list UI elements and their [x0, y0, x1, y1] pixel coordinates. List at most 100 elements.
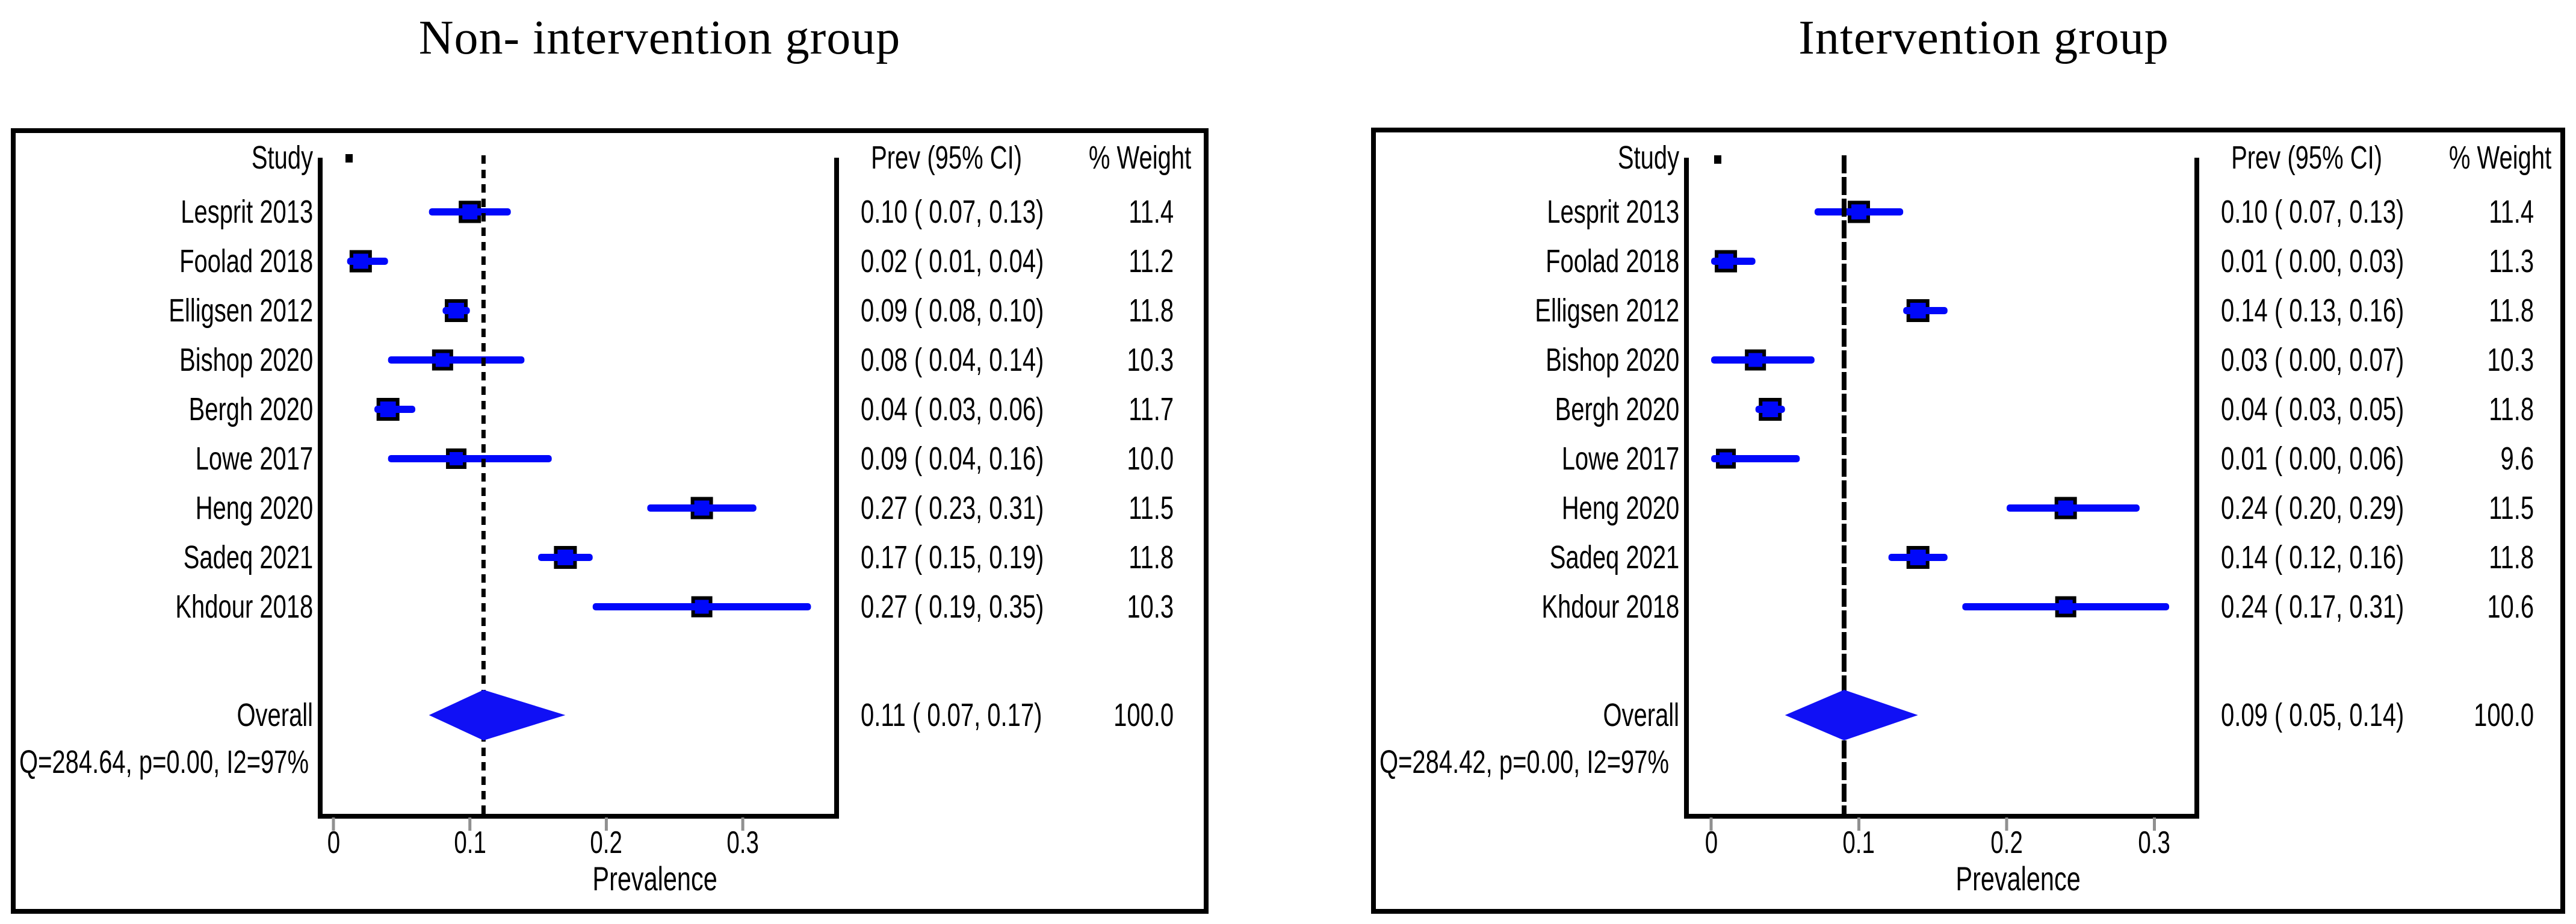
ci-line	[442, 307, 470, 314]
origin-dot	[345, 154, 353, 163]
column-header-weight: % Weight	[1088, 140, 1192, 176]
x-axis-line	[1684, 814, 2199, 819]
ci-line	[374, 406, 416, 413]
weight-value: 10.6	[2487, 589, 2534, 625]
x-axis-tick	[2153, 817, 2156, 831]
x-tick-label: 0	[327, 825, 340, 860]
prev-value: 0.08 ( 0.04, 0.14)	[861, 342, 1044, 378]
ci-line	[647, 504, 757, 512]
study-label: Lesprit 2013	[181, 194, 313, 230]
x-axis-line	[318, 814, 839, 819]
x-tick-label: 0	[1704, 825, 1718, 860]
weight-value: 11.5	[1129, 490, 1174, 526]
overall-diamond	[429, 690, 566, 740]
left-panel-title: Non- intervention group	[418, 11, 901, 64]
x-axis-tick	[1709, 817, 1713, 831]
weight-value: 11.8	[2489, 391, 2534, 427]
ci-line	[388, 356, 525, 364]
plot-frame-left	[1684, 158, 1689, 814]
study-label: Foolad 2018	[1545, 243, 1679, 279]
origin-dot	[1714, 155, 1721, 164]
study-label: Khdour 2018	[1541, 589, 1679, 625]
study-label: Sadeq 2021	[1549, 539, 1679, 575]
x-axis-tick	[604, 817, 608, 831]
study-label: Heng 2020	[195, 490, 313, 526]
prev-value: 0.10 ( 0.07, 0.13)	[2221, 194, 2404, 230]
ci-line	[388, 455, 552, 462]
weight-value: 11.8	[2489, 293, 2534, 329]
prev-value: 0.10 ( 0.07, 0.13)	[861, 194, 1044, 230]
weight-value: 11.3	[2489, 243, 2534, 279]
prev-value: 0.09 ( 0.04, 0.16)	[861, 441, 1044, 477]
study-label: Bergh 2020	[188, 391, 313, 427]
x-axis-tick	[741, 817, 745, 831]
plot-frame-right	[834, 158, 839, 814]
study-label: Sadeq 2021	[183, 539, 313, 575]
study-label: Lowe 2017	[1561, 441, 1679, 477]
ci-line	[1711, 258, 1756, 265]
ci-line	[1755, 406, 1785, 413]
overall-label: Overall	[1603, 697, 1679, 733]
prev-value: 0.14 ( 0.12, 0.16)	[2221, 539, 2404, 575]
study-label: Lowe 2017	[195, 441, 313, 477]
weight-value: 10.3	[1127, 342, 1174, 378]
prev-value: 0.17 ( 0.15, 0.19)	[861, 539, 1044, 575]
weight-value: 11.8	[2489, 539, 2534, 575]
weight-value: 11.5	[2489, 490, 2534, 526]
heterogeneity-text: Q=284.64, p=0.00, I2=97%	[19, 744, 309, 780]
x-tick-label: 0.1	[453, 825, 486, 860]
overall-label: Overall	[237, 697, 313, 733]
x-axis-tick	[332, 817, 335, 831]
ci-line	[347, 258, 388, 265]
study-label: Foolad 2018	[179, 243, 313, 279]
x-tick-label: 0.3	[2138, 825, 2171, 860]
ci-line	[1711, 356, 1815, 364]
plot-frame-left	[318, 158, 323, 814]
column-header-study: Study	[1617, 140, 1679, 176]
study-label: Bishop 2020	[179, 342, 313, 378]
prev-value: 0.02 ( 0.01, 0.04)	[861, 243, 1044, 279]
prevalence-axis-label: Prevalence	[592, 860, 717, 898]
study-label: Heng 2020	[1561, 490, 1679, 526]
study-label: Bergh 2020	[1555, 391, 1679, 427]
x-tick-label: 0.2	[590, 825, 623, 860]
x-axis-tick	[1857, 817, 1860, 831]
ci-line	[538, 554, 593, 561]
study-label: Lesprit 2013	[1547, 194, 1679, 230]
prev-value: 0.09 ( 0.08, 0.10)	[861, 293, 1044, 329]
study-label: Khdour 2018	[175, 589, 313, 625]
heterogeneity-text: Q=284.42, p=0.00, I2=97%	[1379, 744, 1670, 780]
overall-weight: 100.0	[2473, 697, 2534, 733]
right-panel-title: Intervention group	[1798, 11, 2169, 64]
ci-line	[1903, 307, 1948, 314]
x-tick-label: 0.1	[1842, 825, 1875, 860]
prev-value: 0.03 ( 0.00, 0.07)	[2221, 342, 2404, 378]
prev-value: 0.14 ( 0.13, 0.16)	[2221, 293, 2404, 329]
ci-line	[1814, 208, 1904, 215]
weight-value: 11.8	[1129, 293, 1174, 329]
weight-value: 10.3	[2487, 342, 2534, 378]
x-axis-tick	[468, 817, 472, 831]
prev-value: 0.01 ( 0.00, 0.06)	[2221, 441, 2404, 477]
prev-value: 0.24 ( 0.20, 0.29)	[2221, 490, 2404, 526]
weight-value: 10.3	[1127, 589, 1174, 625]
x-axis-tick	[2005, 817, 2008, 831]
overall-diamond	[1785, 690, 1918, 740]
column-header-prev: Prev (95% CI)	[871, 140, 1023, 176]
column-header-study: Study	[251, 140, 313, 176]
prev-value: 0.27 ( 0.19, 0.35)	[861, 589, 1044, 625]
weight-value: 9.6	[2500, 441, 2534, 477]
study-label: Elligsen 2012	[169, 293, 313, 329]
x-tick-label: 0.2	[1990, 825, 2023, 860]
prev-value: 0.04 ( 0.03, 0.05)	[2221, 391, 2404, 427]
column-header-prev: Prev (95% CI)	[2231, 140, 2383, 176]
weight-value: 10.0	[1127, 441, 1174, 477]
panel-box	[11, 128, 1209, 914]
overall-weight: 100.0	[1113, 697, 1174, 733]
ci-line	[592, 603, 811, 610]
x-tick-label: 0.3	[726, 825, 759, 860]
prev-value: 0.01 ( 0.00, 0.03)	[2221, 243, 2404, 279]
column-header-weight: % Weight	[2448, 140, 2552, 176]
